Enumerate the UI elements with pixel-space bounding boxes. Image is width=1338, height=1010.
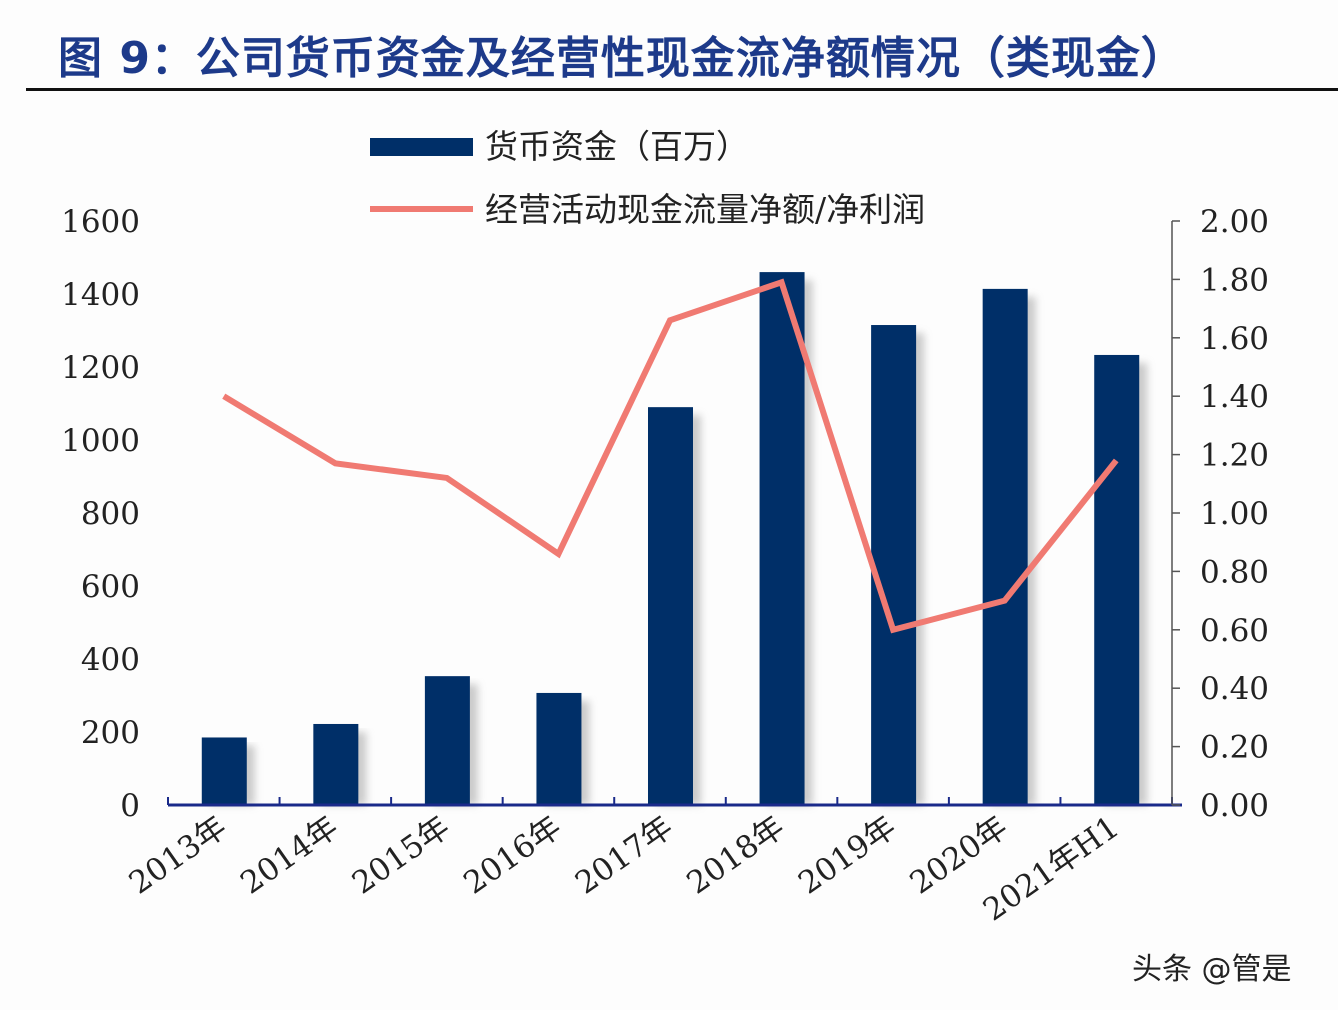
left-tick-label: 1000 <box>61 423 140 459</box>
right-tick-label: 2.00 <box>1200 204 1269 240</box>
bar-2018年 <box>759 272 805 806</box>
bar-2013年 <box>201 737 247 805</box>
x-tick-label: 2019年 <box>792 809 903 902</box>
bar-2015年 <box>424 676 470 805</box>
left-tick-label: 400 <box>81 642 140 678</box>
x-tick-label: 2015年 <box>346 809 457 902</box>
bar-2016年 <box>536 692 582 805</box>
bar-2014年 <box>313 723 359 805</box>
right-tick-label: 1.00 <box>1200 496 1269 532</box>
right-tick-label: 1.40 <box>1200 379 1269 415</box>
legend-bar-swatch <box>370 138 473 156</box>
bar-2020年 <box>982 288 1028 805</box>
x-tick-label: 2014年 <box>234 809 345 902</box>
right-tick-label: 0.20 <box>1200 730 1269 766</box>
right-tick-label: 1.80 <box>1200 262 1269 298</box>
bar-2017年 <box>648 407 693 805</box>
right-tick-label: 0.00 <box>1200 788 1269 824</box>
right-tick-label: 0.40 <box>1200 671 1269 707</box>
right-tick-label: 1.20 <box>1200 438 1269 474</box>
left-tick-label: 800 <box>81 496 140 532</box>
legend-line-label: 经营活动现金流量净额/净利润 <box>485 190 925 229</box>
left-tick-label: 200 <box>81 715 140 751</box>
left-tick-label: 0 <box>120 788 140 824</box>
left-tick-label: 1200 <box>61 350 140 386</box>
figure-title: 图 9：公司货币资金及经营性现金流净额情况（类现金） <box>58 33 1186 84</box>
left-tick-label: 1600 <box>61 204 140 240</box>
right-tick-label: 1.60 <box>1200 321 1269 357</box>
left-tick-label: 1400 <box>61 277 140 313</box>
bar-2021年H1 <box>1094 354 1140 805</box>
right-tick-label: 0.80 <box>1200 554 1269 590</box>
legend-bar-label: 货币资金（百万） <box>485 127 749 166</box>
left-tick-label: 600 <box>81 569 140 605</box>
right-tick-label: 0.60 <box>1200 613 1269 649</box>
x-tick-label: 2018年 <box>680 809 791 902</box>
title-rule <box>26 88 1338 91</box>
bar-2019年 <box>871 325 917 805</box>
x-tick-label: 2016年 <box>457 809 568 902</box>
x-tick-label: 2017年 <box>569 809 680 902</box>
watermark: 头条 @管是 <box>1132 952 1292 987</box>
